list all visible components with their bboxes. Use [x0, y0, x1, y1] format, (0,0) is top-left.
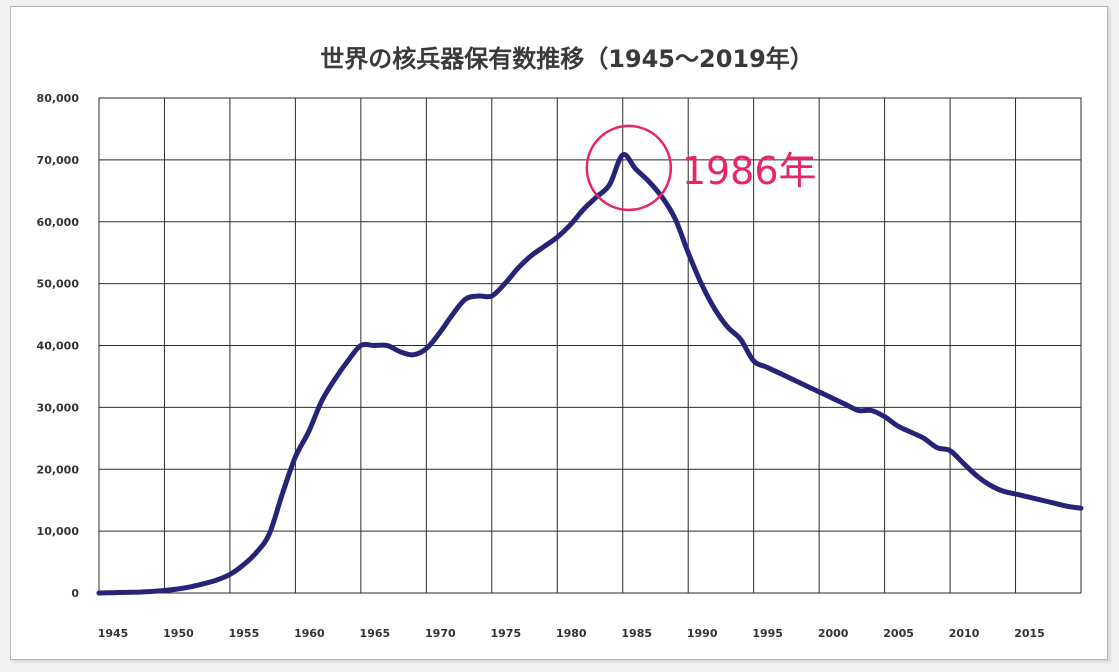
x-tick-label: 1970	[425, 627, 456, 640]
x-tick-label: 1980	[556, 627, 587, 640]
chart: 世界の核兵器保有数推移（1945〜2019年） 0 10,000 20,000 30,…	[37, 45, 1084, 640]
x-tick-label: 2010	[949, 627, 980, 640]
y-tick-label: 0	[71, 587, 79, 600]
y-tick-label: 10,000	[37, 525, 80, 538]
grid	[98, 97, 1082, 594]
x-tick-label: 1990	[687, 627, 718, 640]
y-tick-label: 80,000	[37, 92, 80, 105]
x-tick-label: 1950	[163, 627, 194, 640]
y-tick-label: 20,000	[37, 463, 80, 476]
annotation-circle	[585, 124, 673, 212]
chart-frame: 世界の核兵器保有数推移（1945〜2019年） 0 10,000 20,000 30,…	[10, 6, 1108, 660]
y-tick-label: 30,000	[37, 401, 80, 414]
x-tick-label: 2000	[818, 627, 849, 640]
annotation-label: 1986年	[682, 149, 817, 193]
x-tick-label: 2015	[1014, 627, 1045, 640]
x-tick-label: 1995	[752, 627, 783, 640]
x-tick-label: 1975	[490, 627, 521, 640]
y-tick-label: 70,000	[37, 154, 80, 167]
series-line	[96, 152, 1084, 596]
x-tick-label: 1985	[621, 627, 652, 640]
chart-title: 世界の核兵器保有数推移（1945〜2019年）	[320, 45, 814, 73]
x-tick-label: 1955	[229, 627, 260, 640]
x-tick-label: 1945	[98, 627, 129, 640]
data-points	[99, 155, 1081, 593]
y-axis-ticks: 0 10,000 20,000 30,000 40,000 50,000 60,000 70,…	[37, 92, 80, 600]
x-axis-ticks: 1945 1950 1955 1960 1965 1970 1975 1980 1985 1990…	[98, 627, 1045, 640]
y-tick-label: 60,000	[37, 216, 80, 229]
x-tick-label: 1965	[360, 627, 391, 640]
x-tick-label: 1960	[294, 627, 325, 640]
y-tick-label: 40,000	[37, 340, 80, 353]
y-tick-label: 50,000	[37, 278, 80, 291]
x-tick-label: 2005	[883, 627, 914, 640]
